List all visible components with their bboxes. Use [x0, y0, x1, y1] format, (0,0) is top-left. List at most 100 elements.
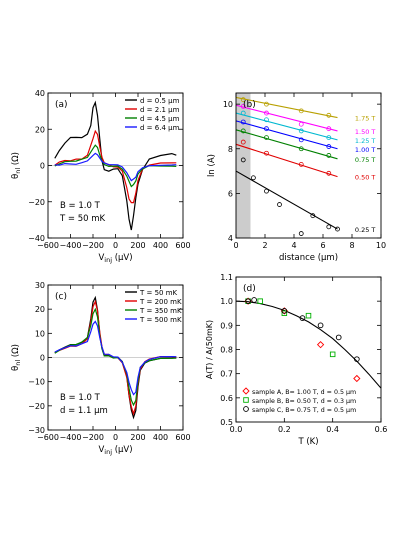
- data-point: [298, 128, 304, 134]
- x-tick-label: 0.0: [230, 425, 243, 434]
- series-line-1: [54, 129, 177, 204]
- y-tick-label: 20: [35, 125, 45, 134]
- data-point: [326, 170, 332, 176]
- data-point: [277, 202, 282, 207]
- data-point: [335, 226, 340, 232]
- data-point-circle: [245, 298, 251, 305]
- legend-marker: [243, 406, 249, 412]
- legend-label: sample A, B= 1.00 T, d = 0.5 μm: [252, 389, 356, 396]
- legend-label: d = 0.5 μm: [140, 97, 180, 105]
- fit-line: [235, 143, 338, 178]
- data-point: [240, 110, 246, 116]
- legend-label: sample C, B= 0.75 T, d = 0.5 μm: [252, 407, 356, 414]
- y-axis-label-unit: (Ω): [11, 152, 21, 168]
- data-point: [298, 146, 304, 152]
- plot-frame: [47, 284, 184, 431]
- y-tick-label: 1.0: [220, 297, 233, 306]
- x-tick-label: 400: [153, 241, 168, 250]
- y-axis-label: A(T) / A(50mK): [205, 320, 214, 379]
- legend-label: T = 500 mK: [139, 316, 182, 324]
- legend-label: sample B, B= 0.50 T, d = 0.3 μm: [252, 398, 356, 405]
- y-tick-label: −20: [28, 402, 45, 411]
- series-label: 0.25 T: [355, 226, 376, 234]
- annotation: B = 1.0 T: [60, 201, 101, 211]
- plot-frame: [47, 92, 184, 239]
- y-tick-label: 0: [40, 354, 45, 363]
- data-point: [310, 213, 316, 219]
- x-tick-label: 2: [262, 241, 267, 250]
- data-point-circle: [299, 315, 306, 321]
- x-axis-label: Vinj (μV): [98, 253, 132, 264]
- y-axis-label-main: θ: [11, 174, 21, 179]
- data-point: [240, 97, 246, 103]
- series-label: 0.50 T: [355, 174, 376, 182]
- data-point-square: [329, 351, 336, 358]
- data-point-circle: [251, 297, 257, 303]
- data-point: [298, 108, 304, 114]
- y-tick-label: −30: [28, 426, 45, 435]
- legend-marker: [243, 397, 249, 403]
- annotation: B = 1.0 T: [60, 393, 101, 403]
- data-point: [298, 161, 304, 167]
- legend-label: T = 50 mK: [139, 289, 178, 297]
- panel-b: 1.75 T 1.50 T1.25 T1.00 T 0.75 T 0.50 T 0.25…: [207, 92, 386, 263]
- x-tick-label: 200: [130, 241, 145, 250]
- x-tick-label: 10: [376, 241, 386, 250]
- x-tick-label: 4: [291, 241, 296, 250]
- x-axis-label-main: V: [98, 253, 104, 263]
- y-tick-label: 0.5: [220, 418, 233, 427]
- series-line-2: [54, 144, 177, 188]
- data-point: [264, 135, 269, 141]
- x-tick-label: −600: [37, 433, 59, 442]
- plot-frame: [235, 92, 382, 239]
- x-tick-label: 0: [233, 241, 238, 250]
- series-label: 1.75 T: [355, 115, 376, 123]
- data-point-square: [281, 310, 288, 317]
- panel-label: (b): [243, 100, 256, 110]
- x-axis-label-main: V: [98, 445, 104, 455]
- annotation: T = 50 mK: [59, 214, 106, 224]
- y-axis-label: θnl (Ω): [11, 344, 22, 371]
- data-point-circle: [281, 307, 288, 314]
- data-point: [264, 110, 269, 116]
- data-point: [240, 119, 246, 125]
- data-point: [298, 137, 304, 143]
- y-tick-label: −40: [28, 234, 45, 243]
- data-point: [264, 126, 269, 132]
- data-point: [250, 175, 256, 181]
- fit-line: [235, 104, 338, 132]
- series-line-0: [54, 100, 177, 231]
- x-tick-label: 0.4: [326, 425, 339, 434]
- y-tick-label: 40: [35, 89, 45, 98]
- x-tick-label: 600: [175, 433, 190, 442]
- x-tick-label: −600: [37, 241, 59, 250]
- data-point-diamond: [316, 341, 325, 349]
- y-tick-label: 10: [35, 329, 45, 338]
- fit-line: [235, 120, 338, 150]
- data-point: [326, 153, 332, 158]
- y-axis-label: ln (A): [207, 154, 217, 177]
- data-point: [298, 231, 304, 236]
- panel-c: −600 −400 −200 0 200 400 600 −30 −20 −10 0 10 20 30 (c…: [11, 281, 191, 456]
- data-point-circle: [317, 322, 324, 329]
- data-point-square: [305, 312, 312, 319]
- x-axis-label: T (K): [297, 437, 318, 447]
- panel-a: −600 −400 −200 0 200 400 600−40−2002040(a)Vinj…: [11, 89, 191, 264]
- data-point-square: [257, 298, 263, 304]
- y-axis-label-sub: nl: [14, 168, 22, 174]
- data-point: [298, 121, 304, 127]
- x-tick-label: −200: [82, 433, 104, 442]
- data-point-circle: [353, 356, 360, 363]
- fit-line: [235, 96, 338, 119]
- x-axis-label-unit: (μV): [112, 253, 133, 263]
- x-tick-label: 0.6: [375, 425, 388, 434]
- x-axis-label: Vinj (μV): [98, 445, 132, 456]
- x-axis-label-sub: inj: [104, 256, 112, 264]
- x-tick-label: −400: [60, 241, 82, 250]
- plot-frame: [235, 276, 382, 423]
- data-point-circle: [335, 334, 342, 341]
- legend-label: T = 350 mK: [139, 307, 182, 315]
- y-tick-label: 30: [35, 281, 45, 290]
- x-tick-label: 0: [113, 241, 118, 250]
